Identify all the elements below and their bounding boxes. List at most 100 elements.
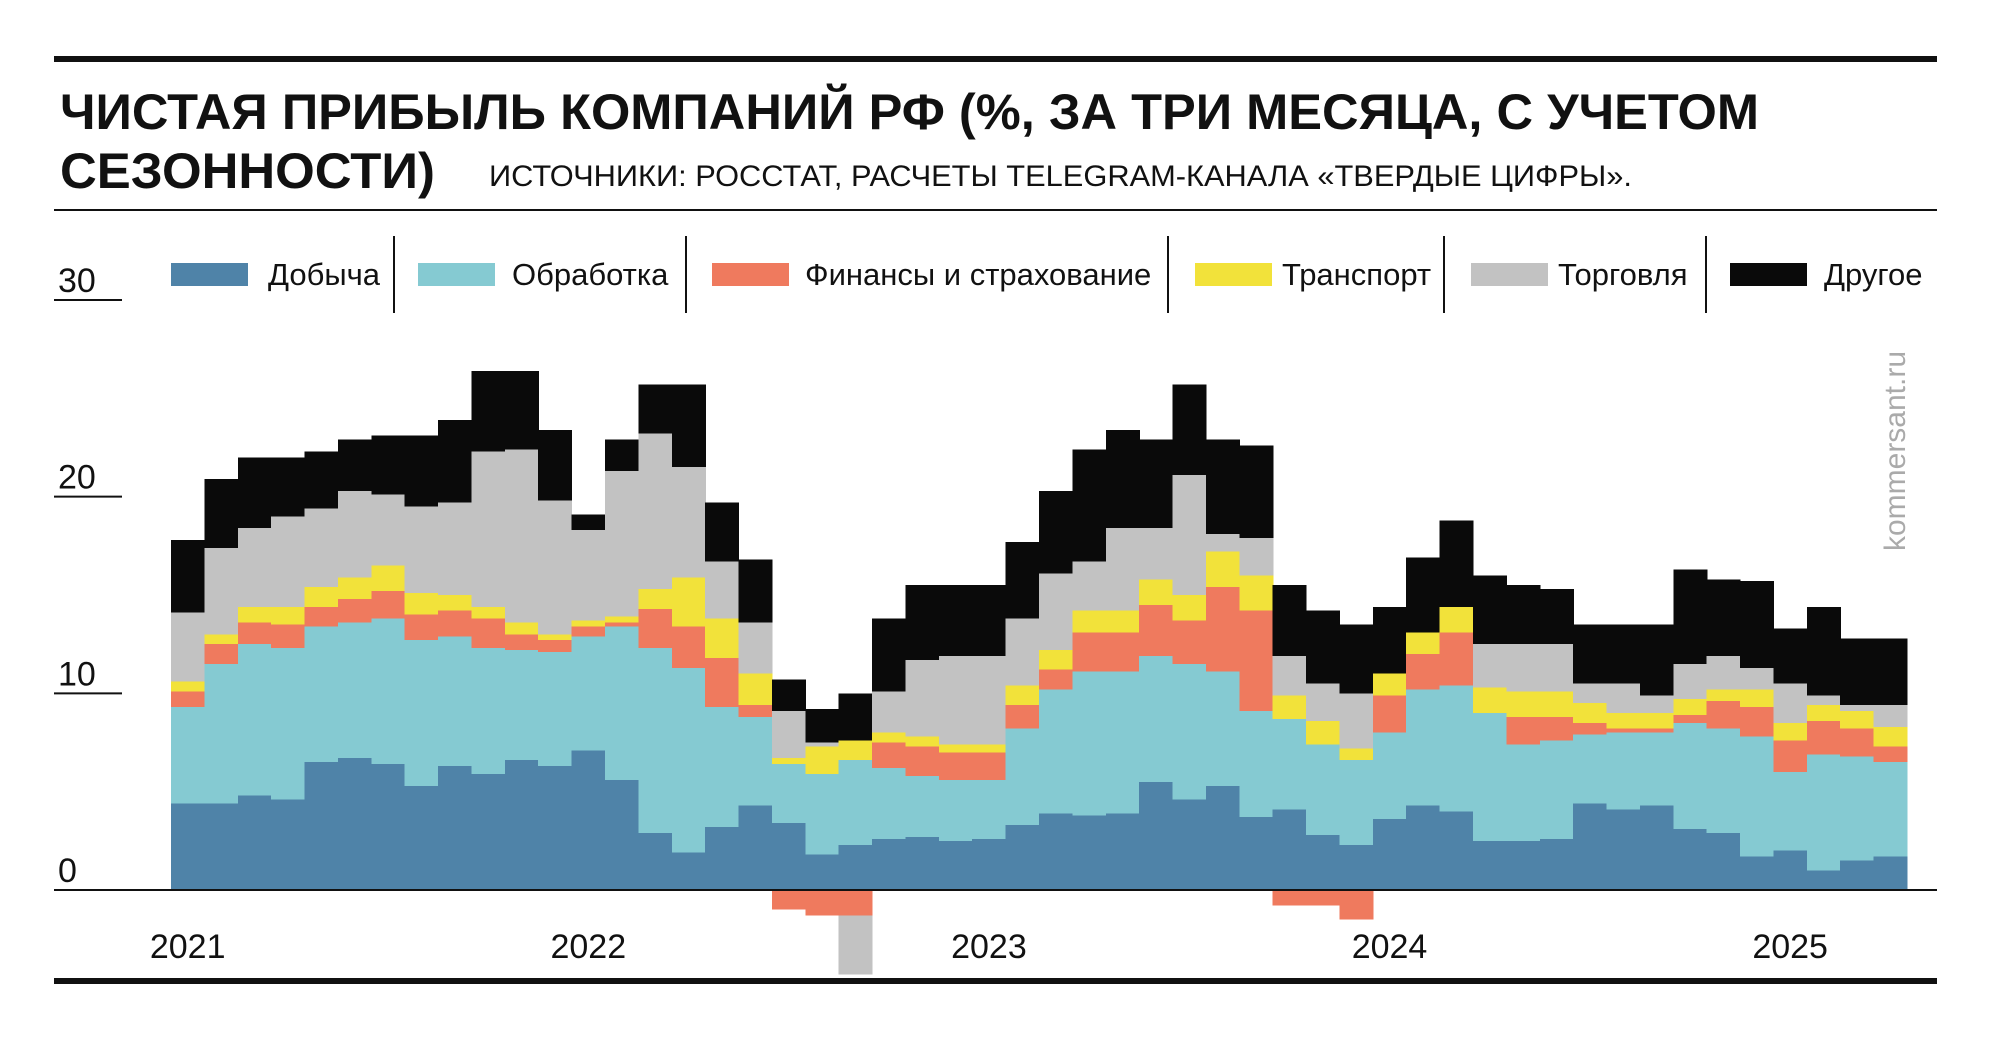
bar-segment bbox=[438, 502, 473, 595]
bar-segment bbox=[371, 565, 406, 592]
bar-segment bbox=[1539, 716, 1574, 741]
bar-segment bbox=[304, 508, 339, 588]
bar-segment bbox=[1039, 573, 1073, 651]
bar-segment bbox=[571, 530, 606, 621]
bar-segment bbox=[504, 370, 539, 450]
bar-segment bbox=[1005, 541, 1040, 619]
bar-segment bbox=[605, 439, 639, 472]
bar-segment bbox=[1840, 638, 1875, 706]
bar-segment bbox=[1139, 781, 1174, 890]
top-rule bbox=[54, 56, 1937, 62]
bar-segment bbox=[738, 673, 773, 706]
bar-segment bbox=[605, 471, 639, 617]
axes: 0 10 20 30 2021 2022 2023 2024 2025 bbox=[54, 262, 1937, 966]
bar-segment bbox=[1606, 728, 1641, 733]
bar-segment bbox=[671, 384, 706, 468]
bar-segment bbox=[1005, 685, 1040, 706]
bar-segment bbox=[705, 618, 740, 658]
bar-segment bbox=[1072, 449, 1107, 562]
bar-segment bbox=[337, 577, 372, 599]
bar-segment bbox=[1272, 718, 1307, 810]
bar-segment bbox=[1673, 663, 1708, 700]
bar-segment bbox=[337, 622, 372, 759]
title-rule bbox=[54, 209, 1937, 211]
bar-segment bbox=[771, 679, 806, 712]
bar-segment bbox=[671, 467, 706, 578]
bar-segment bbox=[1072, 610, 1107, 633]
bar-segment bbox=[1172, 595, 1207, 621]
bar-segment bbox=[538, 634, 573, 641]
bar-segment bbox=[638, 648, 673, 833]
bar-segment bbox=[1773, 722, 1808, 741]
bar-segment bbox=[304, 626, 339, 763]
bar-segment bbox=[1639, 805, 1674, 890]
x-tick-label: 2021 bbox=[150, 928, 226, 966]
bar-segment bbox=[504, 449, 539, 623]
bar-segment bbox=[938, 840, 973, 890]
bar-segment bbox=[1573, 734, 1608, 804]
bar-segment bbox=[705, 707, 740, 828]
bar-segment bbox=[1606, 683, 1641, 713]
bar-segment bbox=[571, 626, 606, 637]
bar-segment bbox=[1706, 832, 1741, 890]
bar-segment bbox=[1306, 720, 1341, 745]
bar-segment bbox=[371, 435, 406, 495]
bar-segment bbox=[838, 915, 873, 975]
bar-segment bbox=[1272, 695, 1307, 719]
chart-title: ЧИСТАЯ ПРИБЫЛЬ КОМПАНИЙ РФ (%, ЗА ТРИ МЕ… bbox=[60, 83, 1759, 140]
bar-segment bbox=[1806, 720, 1841, 755]
bar-segment bbox=[1773, 850, 1808, 890]
legend-swatch bbox=[1471, 263, 1548, 286]
bar-segment bbox=[171, 612, 205, 682]
bar-segment bbox=[938, 744, 973, 753]
bar-segment bbox=[1506, 691, 1541, 717]
plot-area bbox=[171, 370, 1908, 975]
bar-segment bbox=[1406, 805, 1441, 890]
legend-label: Обработка bbox=[512, 257, 669, 292]
bar-segment bbox=[605, 622, 639, 627]
bar-segment bbox=[838, 693, 873, 741]
y-tick-label: 0 bbox=[58, 852, 77, 890]
bar-segment bbox=[605, 616, 639, 623]
bar-segment bbox=[1773, 772, 1808, 851]
bar-segment bbox=[1372, 606, 1407, 674]
y-tick-label: 20 bbox=[58, 459, 96, 497]
bar-segment bbox=[638, 589, 673, 609]
bar-segment bbox=[671, 667, 706, 853]
bar-segment bbox=[271, 516, 306, 607]
bar-segment bbox=[1740, 707, 1775, 737]
bar-segment bbox=[972, 838, 1007, 890]
bar-segment bbox=[1005, 728, 1040, 826]
legend: Добыча Обработка Финансы и страхование Тран… bbox=[171, 236, 1923, 313]
bar-segment bbox=[1639, 624, 1674, 696]
bar-segment bbox=[471, 618, 506, 649]
bar-segment bbox=[504, 760, 539, 890]
bar-segment bbox=[738, 559, 773, 623]
bar-segment bbox=[1606, 713, 1641, 729]
bar-segment bbox=[1005, 825, 1040, 890]
bar-segment bbox=[605, 626, 639, 780]
bar-segment bbox=[1706, 655, 1741, 690]
bar-segment bbox=[705, 657, 740, 708]
bar-segment bbox=[204, 644, 239, 664]
bar-segment bbox=[638, 832, 673, 890]
bar-segment bbox=[1339, 760, 1374, 845]
bar-segment bbox=[1539, 740, 1574, 839]
bar-segment bbox=[337, 490, 372, 578]
bar-segment bbox=[1172, 620, 1207, 664]
bar-segment bbox=[538, 652, 573, 767]
bar-segment bbox=[1105, 813, 1140, 890]
bar-segment bbox=[1506, 644, 1541, 692]
bar-segment bbox=[872, 838, 907, 890]
bar-segment bbox=[1573, 703, 1608, 723]
watermark: kommersant.ru bbox=[1879, 351, 1912, 551]
bar-segment bbox=[738, 622, 773, 674]
bar-segment bbox=[638, 433, 673, 590]
bar-segment bbox=[805, 773, 840, 855]
bar-segment bbox=[1039, 689, 1073, 814]
bar-segment bbox=[1205, 587, 1240, 672]
bar-segment bbox=[1072, 632, 1107, 672]
legend-label: Другое bbox=[1824, 257, 1923, 292]
bar-segment bbox=[1339, 693, 1374, 749]
bar-segment bbox=[371, 618, 406, 765]
